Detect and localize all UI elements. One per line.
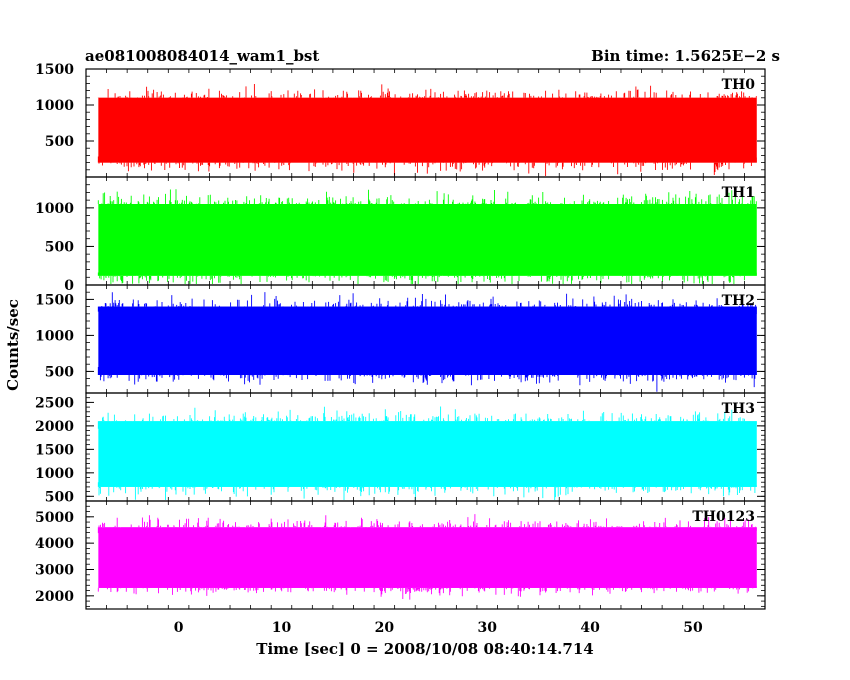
x-tick-label: 0: [174, 620, 184, 636]
x-tick-label: 30: [477, 620, 497, 636]
panel-th2: 500 1000 1500 TH2: [35, 284, 766, 394]
y-tick-label: 500: [45, 239, 74, 255]
series-band-th1: [98, 204, 757, 276]
bin-time-label: Bin time: 1.5625E−2 s: [591, 47, 780, 65]
y-tick-label: 1500: [35, 62, 74, 78]
x-tick-label: 10: [272, 620, 292, 636]
x-tick-label: 20: [375, 620, 395, 636]
chart-title: ae081008084014_wam1_bst: [85, 47, 319, 65]
panel-label: TH2: [722, 293, 755, 309]
y-tick-label: 4000: [35, 536, 74, 552]
series-band-th0123: [98, 527, 757, 588]
y-tick-label: 5000: [35, 510, 74, 526]
series-th3: [97, 406, 757, 500]
panel-th0: 500 1000 1500 TH0: [35, 62, 766, 178]
y-tick-label: 1500: [35, 442, 74, 458]
series-band-th2: [98, 306, 757, 375]
y-tick-label: 1500: [35, 292, 74, 308]
y-tick-label: 1000: [35, 466, 74, 482]
y-tick-label: 2000: [35, 589, 74, 605]
series-th1: [97, 189, 757, 284]
x-axis-label: Time [sec] 0 = 2008/10/08 08:40:14.714: [256, 640, 593, 658]
y-tick-label: 500: [45, 489, 74, 505]
y-tick-label: 500: [45, 134, 74, 150]
panel-frame: [85, 500, 766, 610]
panel-label: TH0: [722, 77, 756, 93]
panel-th3: 500 1000 1500 2000 2500 TH3: [35, 392, 766, 505]
series-band-th0: [98, 97, 757, 163]
y-axis-label: Counts/sec: [4, 299, 22, 391]
y-tick-label: 0: [64, 278, 74, 294]
panel-label: TH1: [722, 185, 755, 201]
y-tick-label: 1000: [35, 201, 74, 217]
y-tick-label: 2500: [35, 395, 74, 411]
series-th0123: [97, 512, 757, 600]
x-tick-label: 50: [683, 620, 703, 636]
x-tick-label: 40: [580, 620, 600, 636]
series-th2: [97, 292, 757, 392]
y-tick-label: 3000: [35, 562, 74, 578]
y-tick-label: 1000: [35, 328, 74, 344]
panel-label: TH3: [722, 401, 755, 417]
y-tick-label: 500: [45, 364, 74, 380]
series-th0: [97, 84, 757, 176]
y-tick-label: 2000: [35, 419, 74, 435]
panel-label: TH0123: [692, 509, 755, 525]
x-axis: 0 10 20 30 40 50: [174, 620, 703, 636]
panel-th1: 0 500 1000 TH1: [35, 176, 766, 294]
y-tick-label: 1000: [35, 98, 74, 114]
panel-th0123: 2000 3000 4000 5000 TH0123: [35, 500, 766, 610]
series-band-th3: [98, 421, 757, 487]
